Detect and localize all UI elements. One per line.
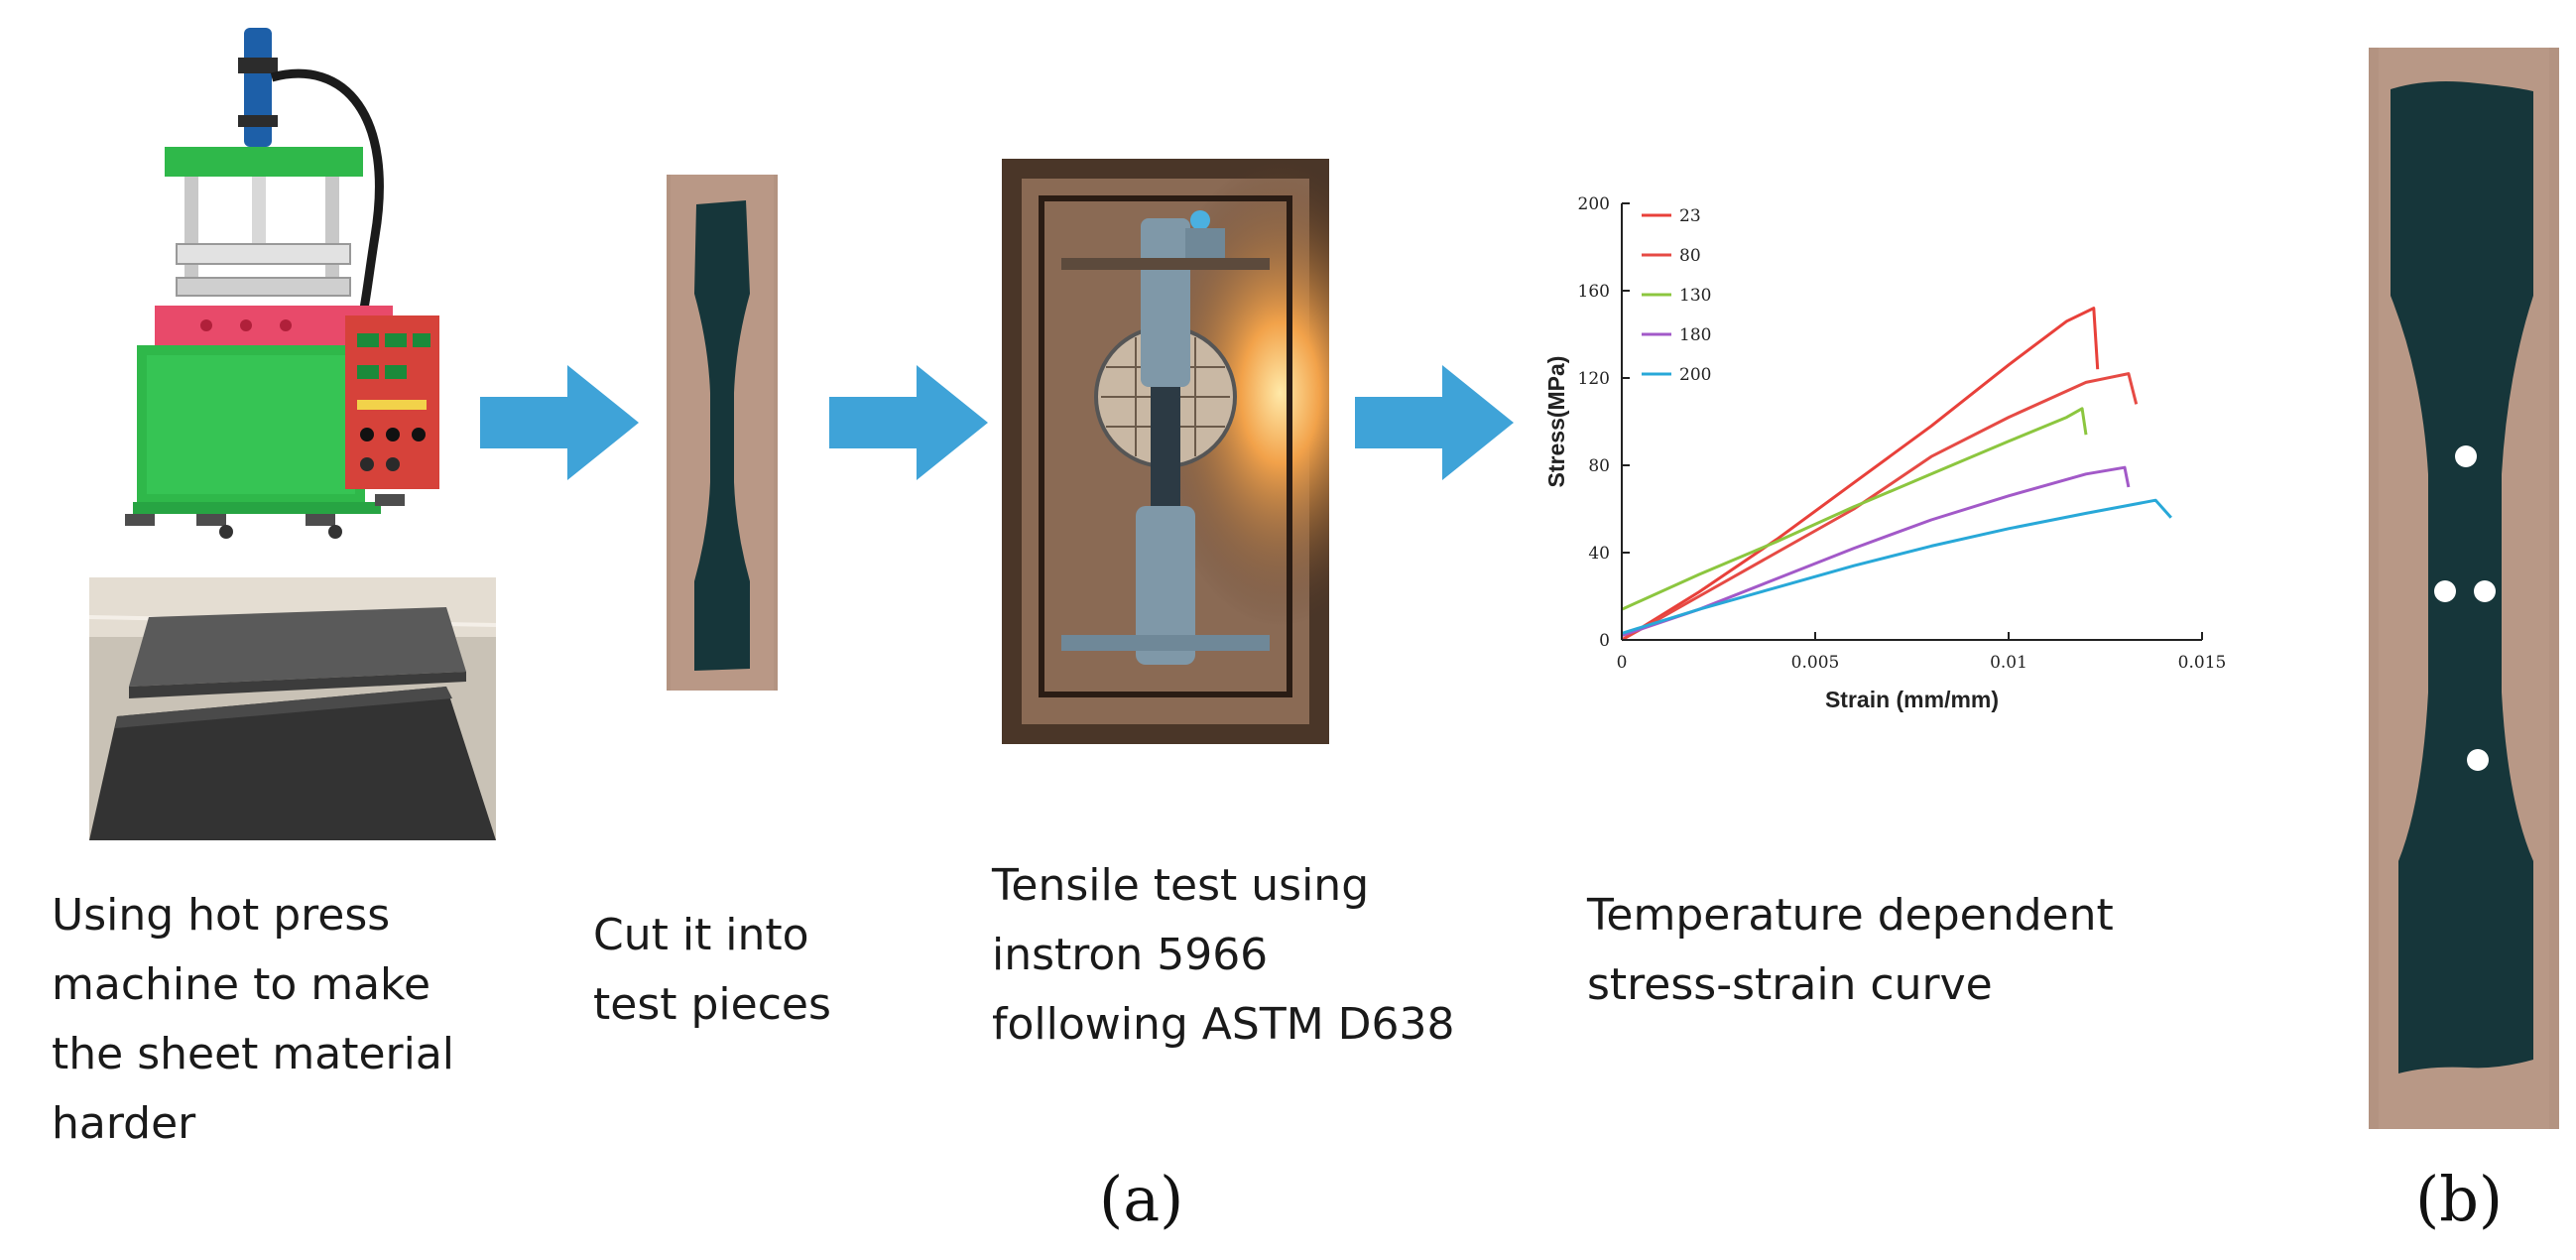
cut-specimen-photo bbox=[667, 175, 778, 691]
x-tick-label: 0.005 bbox=[1791, 653, 1840, 673]
panel-label-a: (a) bbox=[1099, 1163, 1184, 1235]
step-4-caption: Temperature dependent stress-strain curv… bbox=[1587, 890, 2114, 1010]
panel-label-b: (b) bbox=[2415, 1163, 2504, 1235]
step-1-caption: Using hot press machine to make the shee… bbox=[52, 890, 455, 1149]
tensile-test-machine-photo bbox=[1002, 159, 1329, 744]
legend-label-200: 200 bbox=[1679, 365, 1711, 385]
y-tick-label: 0 bbox=[1599, 631, 1610, 651]
legend-label-180: 180 bbox=[1679, 325, 1711, 345]
y-axis-label: Stress(MPa) bbox=[1543, 356, 1569, 488]
flow-arrow-2 bbox=[829, 365, 988, 480]
marker-dot-top bbox=[2455, 445, 2477, 467]
marked-specimen-photo bbox=[2369, 48, 2559, 1129]
y-tick-label: 120 bbox=[1578, 369, 1610, 389]
x-tick-label: 0.015 bbox=[2178, 653, 2227, 673]
series-line-80 bbox=[1621, 372, 2139, 642]
step-2-caption: Cut it into test pieces bbox=[593, 910, 831, 1030]
legend-label-130: 130 bbox=[1679, 286, 1711, 306]
x-tick-label: 0 bbox=[1617, 653, 1628, 673]
marker-dot-right bbox=[2474, 580, 2496, 602]
y-tick-label: 80 bbox=[1588, 456, 1610, 476]
legend-label-23: 23 bbox=[1679, 206, 1701, 226]
series-line-23 bbox=[1621, 307, 2100, 642]
marker-dot-bottom bbox=[2467, 749, 2489, 771]
stress-strain-chart: 0 40 80 120 160 200 0 0.005 0.01 0.015 Strain (mm/… bbox=[1537, 174, 2252, 744]
series-line-130 bbox=[1621, 407, 2088, 611]
series-line-180 bbox=[1621, 465, 2131, 638]
series-line-200 bbox=[1621, 498, 2172, 635]
y-tick-label: 40 bbox=[1588, 544, 1610, 564]
flow-arrow-1 bbox=[480, 365, 639, 480]
x-tick-label: 0.01 bbox=[1990, 653, 2027, 673]
y-tick-label: 160 bbox=[1578, 282, 1610, 302]
pressed-sheet-photo bbox=[89, 577, 496, 840]
legend-label-80: 80 bbox=[1679, 246, 1701, 266]
hot-press-machine-image bbox=[77, 18, 454, 544]
x-axis-label: Strain (mm/mm) bbox=[1825, 687, 1999, 712]
marker-dot-left bbox=[2434, 580, 2456, 602]
y-tick-label: 200 bbox=[1578, 194, 1610, 214]
flow-arrow-3 bbox=[1355, 365, 1514, 480]
step-3-caption: Tensile test using instron 5966 followin… bbox=[992, 860, 1455, 1050]
